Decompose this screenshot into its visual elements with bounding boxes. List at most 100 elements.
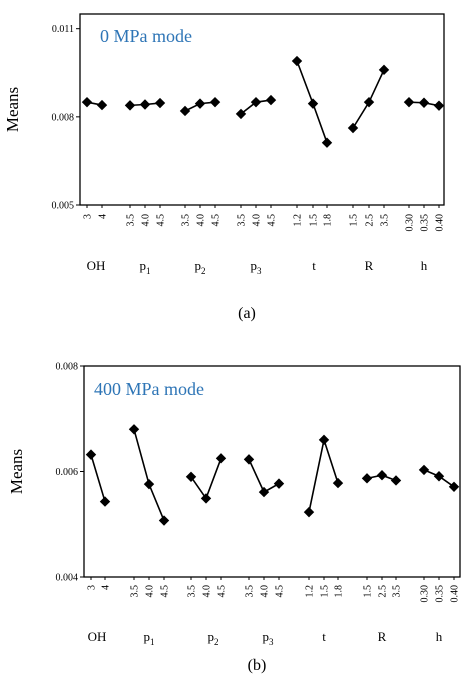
x-tick-label: 3.5 [380,214,391,227]
x-tick-label: 4.0 [260,585,271,598]
y-tick-label: 0.008 [52,112,75,123]
x-tick-label: 3.5 [181,214,192,227]
data-point-p1-1 [143,478,155,490]
y-axis-label: Means [7,449,26,494]
y-tick-label: 0.011 [52,24,74,35]
data-point-p2-0 [179,105,191,117]
data-point-h-2 [433,100,445,111]
y-tick-label: 0.006 [56,467,79,478]
data-point-p1-0 [124,100,136,111]
x-tick-label: 4.5 [275,585,286,598]
x-tick-label: 1.2 [305,585,316,598]
y-tick-label: 0.004 [56,573,79,584]
data-point-r-2 [390,475,402,486]
data-point-h-1 [433,471,445,482]
x-tick-label: 4.5 [160,585,171,598]
data-point-p3-2 [265,94,277,106]
factor-label-p2: p2 [195,258,206,276]
x-tick-label: 2.5 [378,585,389,598]
data-point-r-1 [376,469,388,481]
factor-label-oh: OH [88,629,107,644]
data-point-p3-2 [273,478,285,489]
y-axis-label: Means [3,87,22,132]
plot-frame [79,13,445,206]
data-point-oh-1 [96,99,108,111]
factor-subscript: 3 [269,637,274,647]
panel-caption: (a) [238,305,256,322]
data-point-r-1 [363,96,375,108]
x-tick-label: 0.35 [435,585,446,603]
data-point-t-2 [321,137,333,148]
x-tick-label: 4 [101,585,112,590]
data-point-p3-1 [258,486,270,498]
mode-label: 400 MPa mode [94,379,204,399]
data-point-t-0 [303,506,315,518]
x-tick-label: 4.0 [141,214,152,227]
x-tick-label: 3.5 [245,585,256,598]
data-point-oh-1 [99,496,111,507]
factor-label-p3: p3 [251,258,263,276]
x-tick-label: 1.2 [293,214,304,227]
mode-label: 0 MPa mode [100,26,192,46]
data-point-r-0 [347,122,359,134]
x-tick-label: 4.0 [196,214,207,227]
data-point-r-0 [361,473,373,484]
data-point-h-0 [403,96,415,108]
x-tick-label: 3.5 [130,585,141,598]
data-point-p3-0 [235,108,247,120]
factor-label-p1: p1 [140,258,151,276]
factor-label-p2: p2 [208,629,219,647]
data-point-p2-0 [185,471,197,482]
x-tick-label: 4.0 [145,585,156,598]
factor-label-p1: p1 [144,629,155,647]
series-line-oh [90,454,106,502]
series-line-p1 [133,429,165,521]
x-tick-label: 0.35 [420,214,431,232]
data-point-p2-2 [209,96,221,108]
data-point-t-1 [307,98,319,109]
data-point-t-1 [318,434,330,446]
factor-label-h: h [421,258,428,273]
factor-label-t: t [312,258,316,273]
factor-label-r: R [378,629,387,644]
x-tick-label: 3.5 [126,214,137,227]
factor-subscript: 3 [257,266,262,276]
factor-label-r: R [365,258,374,273]
x-tick-label: 1.5 [309,214,320,227]
data-point-h-0 [418,464,430,476]
x-tick-label: 4 [98,214,109,219]
factor-label-p3: p3 [263,629,275,647]
data-point-oh-0 [85,449,97,460]
data-point-p2-2 [215,453,227,464]
x-tick-label: 3.5 [187,585,198,598]
x-tick-label: 3 [87,585,98,590]
data-point-p1-0 [128,424,140,435]
x-tick-label: 4.5 [156,214,167,227]
factor-subscript: 1 [150,637,155,647]
data-point-r-2 [378,64,390,76]
x-tick-label: 1.8 [323,214,334,227]
x-tick-label: 0.40 [435,214,446,232]
y-tick-label: 0.005 [52,201,75,212]
x-tick-label: 4.5 [217,585,228,598]
x-tick-label: 3 [83,214,94,219]
factor-subscript: 1 [146,266,151,276]
series-line-t [308,436,339,513]
data-point-t-0 [291,55,303,67]
data-point-p1-2 [158,515,170,526]
data-point-p3-0 [243,454,255,465]
factor-subscript: 2 [214,637,219,647]
x-tick-label: 4.0 [202,585,213,598]
factor-label-t: t [322,629,326,644]
x-tick-label: 3.5 [237,214,248,227]
data-point-p1-2 [154,97,166,109]
y-tick-label: 0.008 [56,362,79,373]
x-tick-label: 2.5 [365,214,376,227]
x-tick-label: 0.30 [420,585,431,603]
x-tick-label: 0.30 [405,214,416,232]
x-tick-label: 1.5 [320,585,331,598]
data-point-h-1 [418,97,430,108]
